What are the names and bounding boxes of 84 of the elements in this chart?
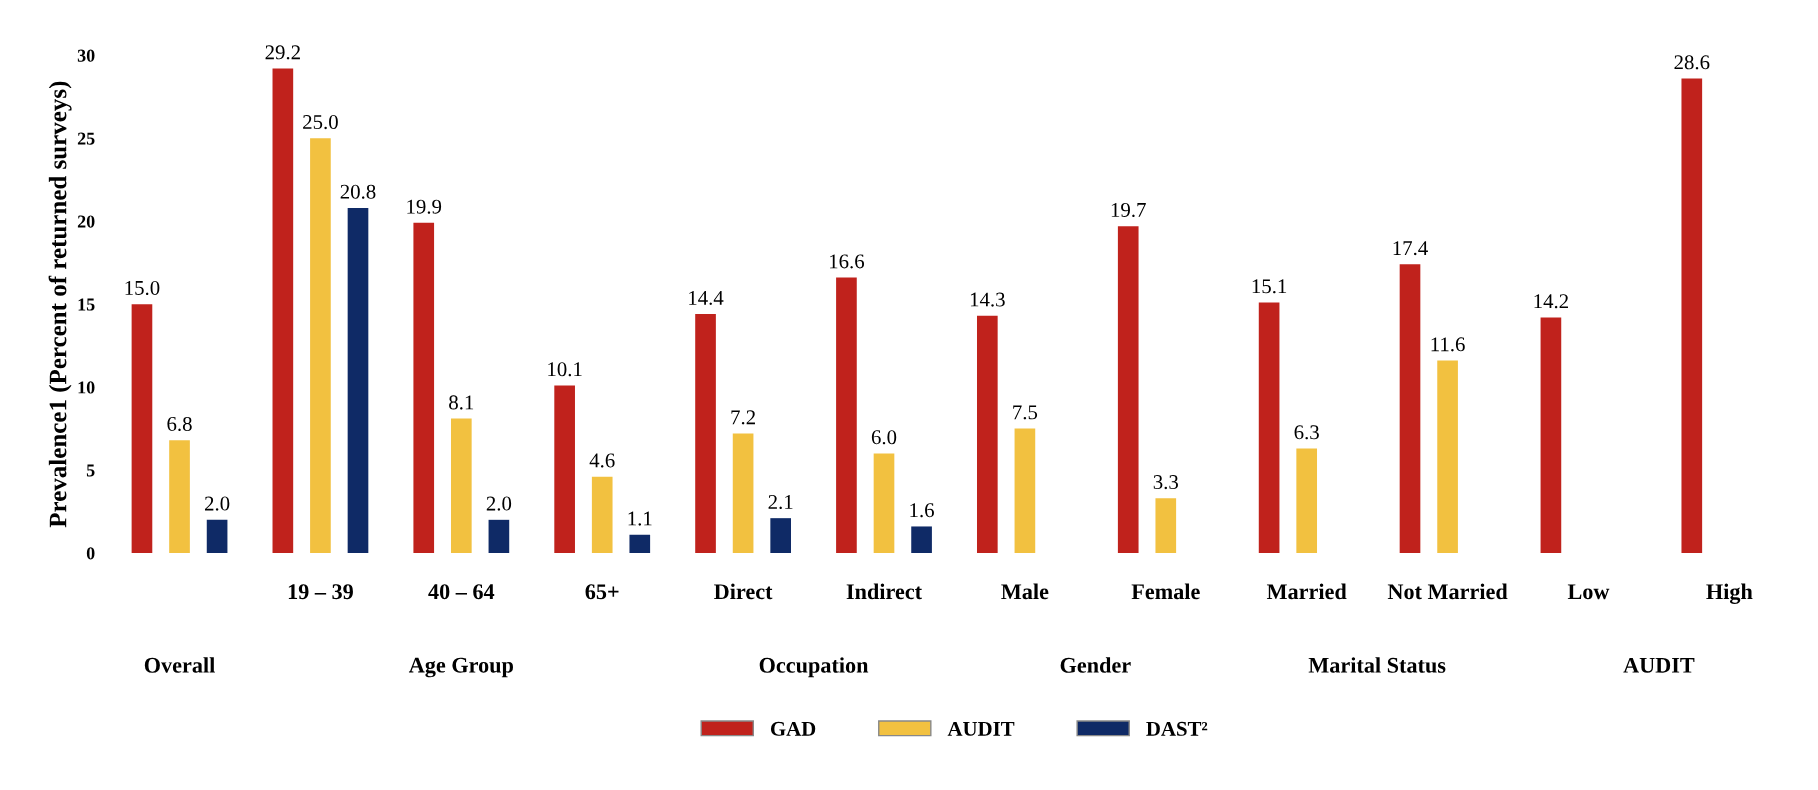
data-label: 14.3 (970, 292, 1005, 307)
bar (770, 518, 792, 553)
bar (1258, 302, 1280, 553)
x-tick-label: Male (1001, 583, 1049, 600)
x-tick-label: 40 – 64 (428, 584, 495, 600)
data-label: 28.6 (1674, 55, 1710, 70)
x-tick-label: 65+ (585, 584, 619, 600)
data-label: 2.0 (204, 496, 230, 511)
bar (488, 519, 510, 553)
x-tick-label: Married (1266, 583, 1347, 600)
text: Gender (1060, 657, 1131, 673)
bar (206, 519, 228, 553)
bar (347, 207, 369, 553)
bar (695, 314, 716, 553)
y-tick-label: 0 (86, 547, 95, 560)
data-label: 1.6 (910, 503, 934, 518)
y-tick-label: 5 (86, 464, 95, 477)
data-label: 6.3 (1294, 425, 1319, 440)
bar (169, 440, 190, 553)
text: Overall (144, 657, 215, 673)
bar (1117, 226, 1139, 553)
data-label: 6.0 (871, 430, 897, 445)
y-tick-label: 20 (77, 215, 95, 228)
bar (873, 453, 895, 553)
data-label: 16.6 (830, 254, 865, 269)
x-tick-label: High (1706, 583, 1753, 604)
x-tick-label: Low (1567, 584, 1610, 600)
data-label: 3.3 (1153, 475, 1178, 490)
data-label: 19.9 (407, 199, 442, 214)
x-tick-label: Direct (714, 583, 773, 600)
bar (629, 534, 651, 553)
data-label: 2.0 (486, 496, 512, 511)
bar (413, 222, 435, 553)
bar (554, 385, 575, 553)
text: Occupation (759, 657, 869, 678)
data-label: 10.1 (548, 362, 582, 377)
data-label: 19.7 (1111, 202, 1146, 218)
data-label: 29.2 (265, 45, 300, 60)
y-tick-label: 10 (78, 381, 95, 394)
data-label: 15.1 (1252, 279, 1287, 294)
text: Marital Status (1308, 657, 1446, 673)
bar (591, 476, 613, 553)
legend-label: DAST² (1146, 721, 1208, 736)
data-label: 15.0 (125, 280, 160, 296)
bar (450, 418, 472, 553)
legend-label: GAD (770, 721, 816, 736)
data-label: 7.2 (731, 410, 755, 425)
bar (1540, 317, 1562, 553)
y-axis-title: Prevalence1 (Percent of returned surveys) (48, 81, 72, 528)
bar (836, 277, 857, 553)
x-tick-label: Indirect (846, 583, 922, 600)
bar (1681, 78, 1703, 553)
data-label: 1.1 (628, 511, 652, 526)
y-tick-label: 25 (77, 132, 95, 145)
data-label: 20.8 (340, 184, 376, 199)
y-tick-label: 15 (78, 298, 95, 311)
data-label: 7.5 (1013, 405, 1038, 420)
data-label: 8.1 (449, 395, 474, 410)
data-label: 6.8 (167, 416, 192, 432)
data-label: 17.4 (1393, 241, 1428, 256)
bar (1399, 264, 1421, 553)
data-label: 25.0 (303, 114, 338, 130)
bar (131, 304, 153, 553)
bar (272, 68, 294, 553)
data-label: 14.2 (1534, 294, 1568, 309)
bar (1155, 498, 1177, 553)
bar (732, 433, 754, 553)
y-tick-label: 30 (77, 49, 95, 62)
x-tick-label: Female (1131, 583, 1200, 600)
data-label: 2.1 (768, 494, 793, 510)
text: Age Group (408, 657, 513, 678)
data-label: 11.6 (1431, 337, 1465, 352)
bar (1014, 428, 1036, 553)
data-label: 4.6 (589, 453, 615, 468)
x-tick-label: Not Married (1387, 583, 1508, 600)
bar (1296, 448, 1318, 553)
text: AUDIT (1623, 657, 1695, 673)
bar (1437, 360, 1458, 553)
bar (911, 526, 932, 553)
legend-label: AUDIT (947, 721, 1015, 736)
data-label: 14.4 (689, 290, 724, 305)
bar (976, 315, 998, 553)
x-tick-label: 19 – 39 (288, 584, 353, 600)
bar (310, 138, 331, 553)
